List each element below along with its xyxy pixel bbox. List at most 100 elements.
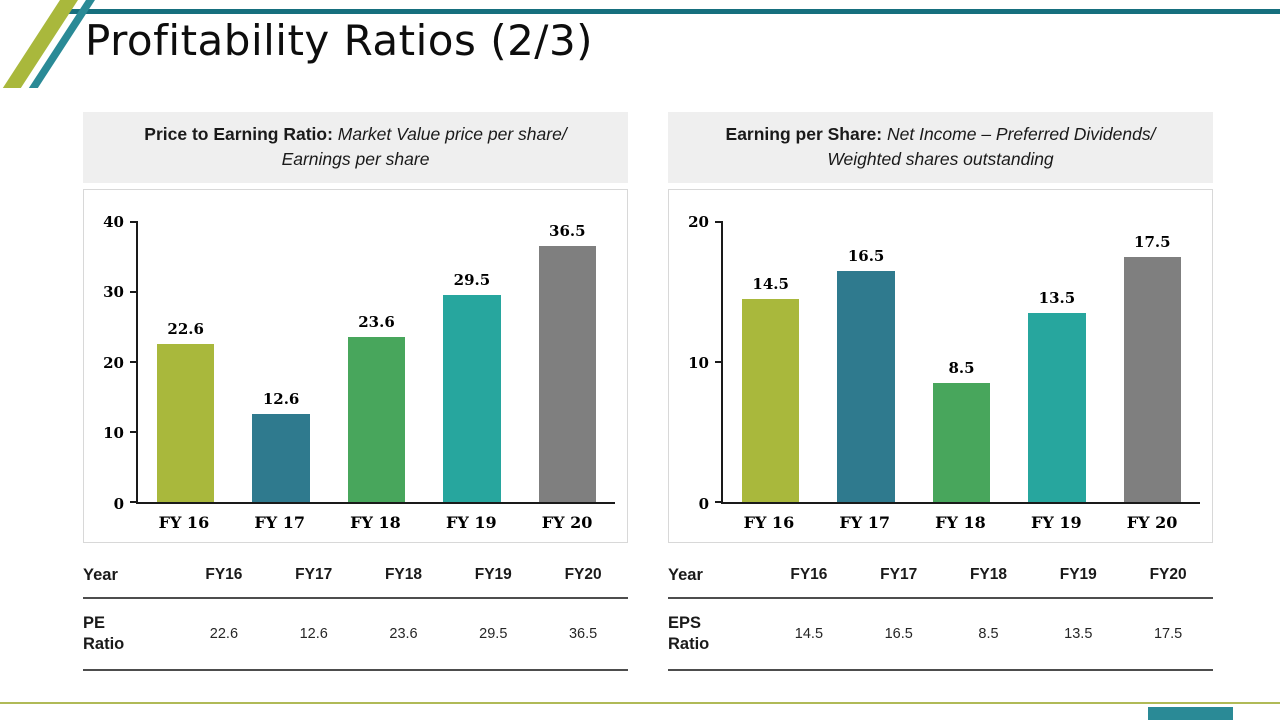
bottom-accent-line [0,702,1280,704]
table-value-cell: 22.6 [209,626,239,642]
bar-value-label: 29.5 [453,271,491,290]
bar-slot: 14.5 [723,222,818,502]
y-axis-tick-mark [130,360,138,363]
y-axis-tick-label: 0 [113,494,124,513]
table-header-cell: FY19 [474,566,512,584]
y-axis-tick-mark [130,220,138,223]
x-axis-category-label: FY 20 [1126,512,1178,532]
bar-value-label: 13.5 [1038,288,1076,307]
charts-row: Price to Earning Ratio: Market Value pri… [83,112,1213,671]
panel-pe-ratio: Price to Earning Ratio: Market Value pri… [83,112,628,671]
table-header-cell: FY16 [205,566,243,584]
x-axis-labels: FY 16 FY 17 FY 18 FY 19 FY 20 [721,513,1200,532]
bar-fy-20 [1123,256,1181,502]
bar-slot: 23.6 [329,222,424,502]
table-value-row: PE Ratio 22.6 12.6 23.6 29.5 36.5 [83,599,628,671]
pe-ratio-header: Price to Earning Ratio: Market Value pri… [83,112,628,183]
y-axis: 0 10 20 [675,213,721,513]
plot-area: 22.6 12.6 23.6 29.5 36.5 [130,220,615,504]
x-axis-category-label: FY 19 [445,512,497,532]
y-axis-tick-label: 10 [103,424,124,443]
eps-ratio-header-bold: Earning per Share: [725,124,883,144]
x-axis: FY 16 FY 17 FY 18 FY 19 FY 20 [675,513,1200,532]
bar-slot: 17.5 [1105,222,1200,502]
table-row-label: Year [668,565,703,584]
bar-fy-19 [443,295,501,502]
bar-value-label: 8.5 [948,358,975,377]
eps-ratio-table: Year FY16 FY17 FY18 FY19 FY20 EPS Ratio … [668,555,1213,671]
bar-slot: 16.5 [818,222,913,502]
bar-fy-18 [932,382,991,502]
table-header-row: Year FY16 FY17 FY18 FY19 FY20 [83,555,628,600]
table-header-cell: FY20 [564,566,602,584]
table-header-cell: FY16 [790,566,828,584]
table-value-cell: 17.5 [1153,626,1183,642]
pe-ratio-table: Year FY16 FY17 FY18 FY19 FY20 PE Ratio 2… [83,555,628,671]
bar-value-label: 22.6 [167,319,204,338]
y-axis-tick-label: 0 [698,494,709,513]
y-axis-tick-label: 10 [688,353,709,372]
bar-value-label: 36.5 [549,222,586,241]
bar-fy-18 [347,336,406,502]
bar-slot: 36.5 [520,222,615,502]
y-axis-tick-mark [715,360,723,363]
y-axis-tick-mark [130,500,138,503]
table-header-cell: FY17 [880,566,918,584]
bottom-right-accent [1148,707,1233,720]
table-value-cell: 29.5 [479,626,508,642]
table-header-cell: FY19 [1059,566,1097,584]
bars-area: 14.5 16.5 8.5 13.5 17.5 [723,222,1200,502]
table-value-row: EPS Ratio 14.5 16.5 8.5 13.5 17.5 [668,599,1213,671]
y-axis: 0 10 20 30 40 [90,213,136,513]
table-header-cell: FY18 [384,566,423,584]
y-axis-tick-mark [130,290,138,293]
table-value-cell: 14.5 [794,626,824,642]
table-value-cell: 23.6 [389,626,418,642]
bar-fy-16 [157,343,215,502]
bar-value-label: 23.6 [358,312,395,331]
x-axis-spacer [675,513,721,532]
y-axis-tick-mark [715,500,723,503]
pe-ratio-header-italic: Market Value price per share/ Earnings p… [281,124,567,170]
x-axis-category-label: FY 20 [541,512,593,532]
bar-value-label: 14.5 [752,274,789,293]
bar-slot: 22.6 [138,222,233,502]
table-value-cell: 36.5 [568,626,598,642]
pe-ratio-chart: 0 10 20 30 40 22.6 12.6 23.6 29.5 36.5 FY 16 FY 17 F… [83,188,628,543]
bar-fy-17 [252,413,310,502]
plot-area: 14.5 16.5 8.5 13.5 17.5 [715,220,1200,504]
x-axis-labels: FY 16 FY 17 FY 18 FY 19 FY 20 [136,513,615,532]
plot-row: 0 10 20 14.5 16.5 8.5 13.5 17.5 [675,213,1200,513]
y-axis-tick-label: 30 [103,283,124,302]
table-header-cell: FY20 [1149,566,1187,584]
table-value-cell: 16.5 [884,626,913,642]
pe-ratio-bar-chart: 0 10 20 30 40 22.6 12.6 23.6 29.5 36.5 FY 16 FY 17 F… [90,213,615,532]
table-value-cell: 12.6 [299,626,328,642]
x-axis-category-label: FY 16 [743,512,795,532]
x-axis-category-label: FY 17 [254,512,305,532]
bar-slot: 12.6 [233,222,328,502]
y-axis-tick-label: 20 [103,353,124,372]
x-axis-spacer [90,513,136,532]
bar-value-label: 16.5 [847,246,885,265]
bar-fy-19 [1028,312,1086,502]
bar-value-label: 17.5 [1134,232,1171,251]
table-row-label: EPS Ratio [668,614,710,653]
y-axis-tick-label: 40 [103,212,124,231]
x-axis: FY 16 FY 17 FY 18 FY 19 FY 20 [90,513,615,532]
bar-value-label: 12.6 [262,389,300,408]
y-axis-tick-mark [130,430,138,433]
table-row-label: Year [83,565,118,584]
pe-ratio-header-bold: Price to Earning Ratio: [144,124,333,144]
x-axis-category-label: FY 18 [935,512,986,532]
eps-ratio-chart: 0 10 20 14.5 16.5 8.5 13.5 17.5 FY 16 FY 17 FY 18 F… [668,188,1213,543]
x-axis-category-label: FY 18 [350,512,401,532]
bar-fy-16 [742,298,800,502]
table-header-row: Year FY16 FY17 FY18 FY19 FY20 [668,555,1213,600]
top-accent-line [62,9,1280,14]
x-axis-category-label: FY 17 [839,512,890,532]
plot-row: 0 10 20 30 40 22.6 12.6 23.6 29.5 36.5 [90,213,615,513]
table-value-cell: 13.5 [1064,626,1093,642]
bar-fy-20 [538,246,596,502]
